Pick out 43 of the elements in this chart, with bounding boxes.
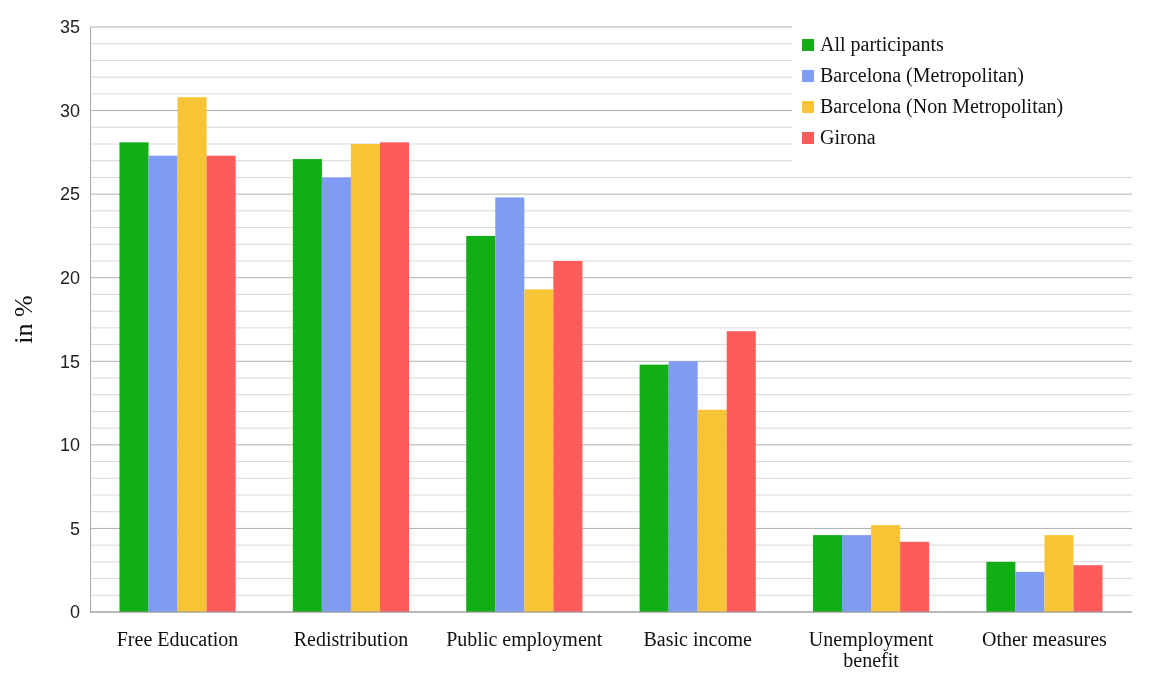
- legend-label: Barcelona (Metropolitan): [820, 64, 1024, 87]
- bar: [986, 561, 1016, 612]
- y-tick-label: 0: [69, 602, 80, 623]
- bar: [1044, 535, 1074, 612]
- x-tick-label: Other measures: [981, 628, 1108, 650]
- bar: [697, 409, 727, 612]
- bar: [466, 235, 496, 612]
- bar: [177, 97, 207, 612]
- bar: [1015, 571, 1045, 612]
- y-tick-label: 35: [59, 17, 80, 38]
- bar: [119, 142, 149, 612]
- y-tick-label: 10: [59, 435, 80, 456]
- x-tick-label: Public employment: [446, 628, 603, 651]
- bar: [206, 155, 236, 612]
- bar: [495, 197, 525, 612]
- y-tick-label: 15: [59, 351, 80, 372]
- bar: [350, 144, 380, 612]
- y-tick-label: 25: [59, 184, 80, 205]
- bar: [292, 159, 322, 612]
- bar: [148, 155, 178, 612]
- legend-label: Barcelona (Non Metropolitan): [820, 95, 1064, 118]
- bar: [812, 535, 843, 612]
- bar: [871, 525, 901, 612]
- bar: [553, 261, 583, 612]
- y-axis-title: in %: [9, 295, 38, 344]
- bar: [524, 289, 554, 612]
- y-tick-label: 20: [59, 267, 80, 288]
- x-tick-label: Free Education: [116, 628, 239, 650]
- y-tick-label: 30: [59, 100, 80, 121]
- x-tick-label: Redistribution: [293, 628, 409, 650]
- y-tick-label: 5: [69, 518, 80, 539]
- bar: [842, 535, 872, 612]
- bar: [668, 361, 698, 612]
- legend-label: All participants: [820, 33, 945, 56]
- bar: [726, 331, 756, 612]
- x-tick-label: Basic income: [643, 628, 752, 650]
- bar: [1073, 565, 1103, 612]
- bar: [379, 142, 410, 612]
- bar: [321, 177, 351, 612]
- legend-label: Girona: [820, 126, 876, 148]
- x-tick-label: Unemployment benefit: [808, 628, 934, 671]
- bar: [639, 364, 669, 612]
- bar: [900, 541, 930, 612]
